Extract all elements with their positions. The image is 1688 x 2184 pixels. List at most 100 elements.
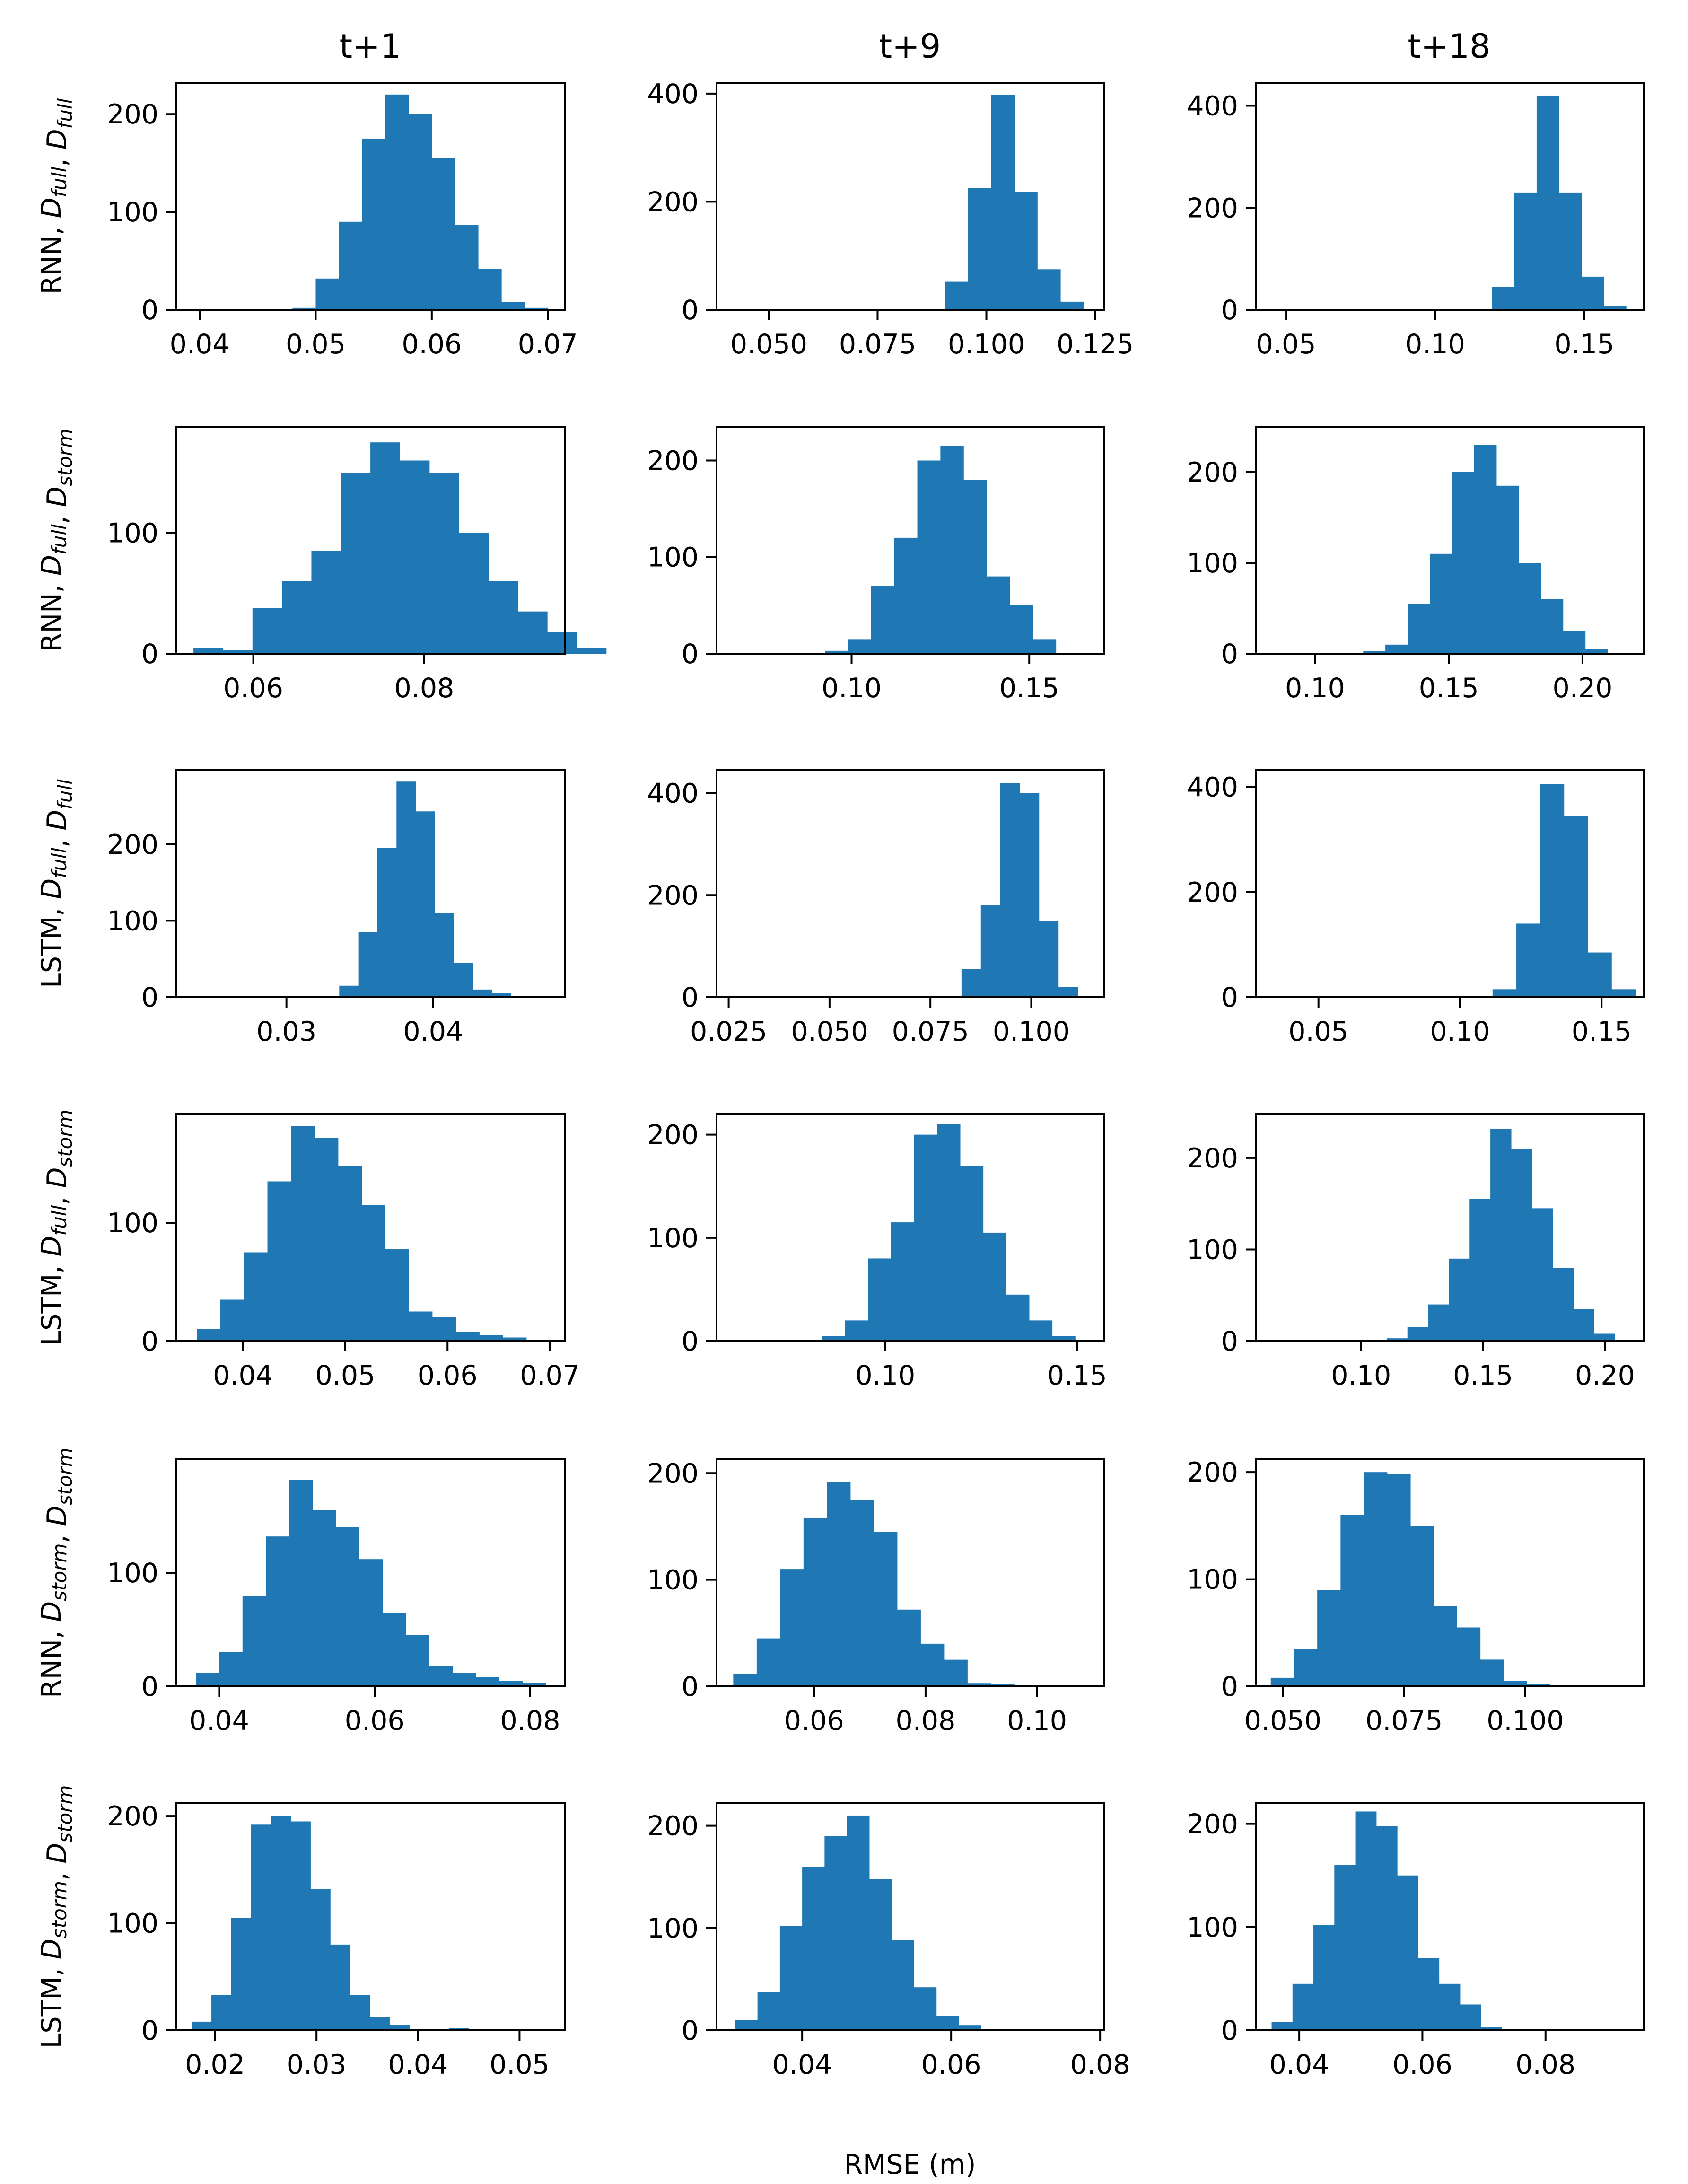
histogram-bar: [1334, 1865, 1356, 2030]
y-tick-label: 100: [1187, 1564, 1238, 1596]
histogram-bar: [339, 985, 359, 997]
x-tick-label: 0.05: [1288, 1016, 1348, 1047]
y-tick-label: 400: [1187, 772, 1238, 803]
histogram-bar: [1474, 445, 1497, 654]
histogram-bar: [475, 1677, 499, 1686]
histogram-bar: [289, 1480, 313, 1686]
axes-frame: [1255, 82, 1645, 311]
x-axis-label: RMSE (m): [844, 2149, 976, 2180]
x-tick-label: 0.06: [402, 329, 462, 360]
x-tick-label: 0.05: [1256, 329, 1316, 360]
x-tick-label: 0.08: [500, 1705, 560, 1737]
y-tick-label: 0: [1221, 982, 1238, 1013]
histogram-bar: [1317, 1590, 1341, 1686]
histogram-bar: [824, 1836, 848, 2030]
panel-r0-c1: 0.050 0.075 0.100 0.125 0 200 400: [647, 79, 1134, 360]
histogram-bar: [1418, 1958, 1440, 2030]
histogram-bar: [197, 1329, 221, 1341]
histogram-bar: [1270, 1677, 1294, 1686]
y-tick-label: 0: [141, 982, 158, 1013]
histogram-bar: [827, 1482, 851, 1686]
row-label-0: RNN, Dfull, Dfull: [36, 98, 77, 294]
histogram-bar: [1552, 1268, 1574, 1341]
panel-r3-c1: 0.10 0.15 0 100 200: [647, 1113, 1107, 1391]
histogram-bar: [282, 581, 312, 654]
y-tick-label: 0: [1221, 1326, 1238, 1357]
x-tick-label: 0.075: [892, 1016, 969, 1047]
x-tick-label: 0.100: [948, 329, 1025, 360]
histogram-bar: [780, 1569, 804, 1686]
histogram-bar: [1009, 605, 1033, 654]
x-tick-label: 0.04: [189, 1705, 249, 1737]
column-title-t9: t+9: [879, 27, 941, 66]
y-tick-label: 0: [1221, 2015, 1238, 2046]
histogram-bar: [359, 1559, 383, 1686]
y-tick-label: 0: [682, 639, 699, 670]
histogram-bar: [291, 1126, 315, 1341]
histogram-bar: [1058, 987, 1078, 997]
histogram-bar: [963, 480, 987, 654]
x-tick-label: 0.10: [822, 673, 882, 704]
x-tick-label: 0.15: [1453, 1360, 1513, 1391]
y-tick-label: 100: [107, 518, 158, 549]
histogram-bar: [1397, 1875, 1418, 2030]
histogram-bar: [479, 1335, 503, 1341]
x-tick-label: 0.08: [1070, 2049, 1130, 2080]
x-tick-label: 0.08: [394, 673, 454, 704]
histogram-bar: [1386, 1338, 1408, 1341]
histogram-bar: [944, 1659, 968, 1686]
histogram-bar: [847, 1815, 870, 2030]
histogram-bar: [231, 1918, 252, 2030]
histogram-bar: [874, 1532, 898, 1686]
histogram-bar: [1581, 276, 1604, 310]
histogram-bar: [454, 963, 473, 997]
histogram-bar: [1439, 1983, 1461, 2030]
histogram-bar: [983, 1232, 1006, 1341]
histogram-bar: [339, 221, 363, 310]
histogram-bar: [1603, 306, 1627, 310]
y-tick-label: 200: [1187, 1143, 1238, 1174]
axes-frame: [175, 82, 566, 311]
x-tick-label: 0.04: [403, 1016, 463, 1047]
histogram-bar: [429, 473, 459, 654]
x-tick-label: 0.08: [1515, 2049, 1575, 2080]
x-tick-label: 0.10: [1405, 329, 1465, 360]
histogram-bar: [432, 1317, 456, 1341]
histogram-bar: [1407, 1327, 1429, 1341]
histogram-bar: [733, 1673, 757, 1686]
histogram-bar: [1294, 1649, 1318, 1686]
histogram-bar: [267, 1181, 291, 1341]
histogram-bar: [779, 1926, 803, 2030]
panel-r0-c2: 0.05 0.10 0.15 0 200 400: [1187, 82, 1645, 360]
histogram-bar: [525, 307, 548, 310]
axes-frame: [716, 1458, 1105, 1687]
panel-r4-c2: 0.050 0.075 0.100 0 100 200: [1187, 1457, 1645, 1737]
histogram-bar: [455, 225, 479, 310]
histogram-bar: [1387, 1474, 1411, 1686]
histogram-bar: [193, 648, 224, 654]
y-tick-label: 0: [141, 1671, 158, 1702]
histogram-bar: [940, 446, 964, 654]
histogram-bar: [967, 1683, 991, 1686]
histogram-bar: [1385, 644, 1408, 654]
histogram-bar: [1480, 1659, 1504, 1686]
histogram-bar: [990, 1684, 1015, 1686]
panel-r1-c1: 0.10 0.15 0 100 200: [647, 426, 1105, 704]
histogram-bar: [290, 1821, 311, 2030]
histogram-bar: [868, 1258, 892, 1341]
histogram-bar: [802, 1867, 825, 2030]
histogram-bar: [389, 2025, 410, 2030]
histogram-bar: [845, 1320, 868, 1341]
histogram-bar: [338, 1166, 362, 1341]
histogram-bar: [1000, 782, 1020, 997]
histogram-bar: [892, 1940, 914, 2030]
histogram-bar: [377, 848, 397, 997]
histogram-bar: [1430, 553, 1452, 654]
histogram-bar: [1340, 1515, 1364, 1686]
histogram-bar: [917, 460, 941, 654]
histogram-bar: [1563, 631, 1586, 654]
histogram-bar: [429, 1666, 453, 1686]
histogram-bar: [1052, 1336, 1076, 1341]
histogram-bar: [491, 993, 511, 997]
y-tick-label: 0: [141, 639, 158, 670]
